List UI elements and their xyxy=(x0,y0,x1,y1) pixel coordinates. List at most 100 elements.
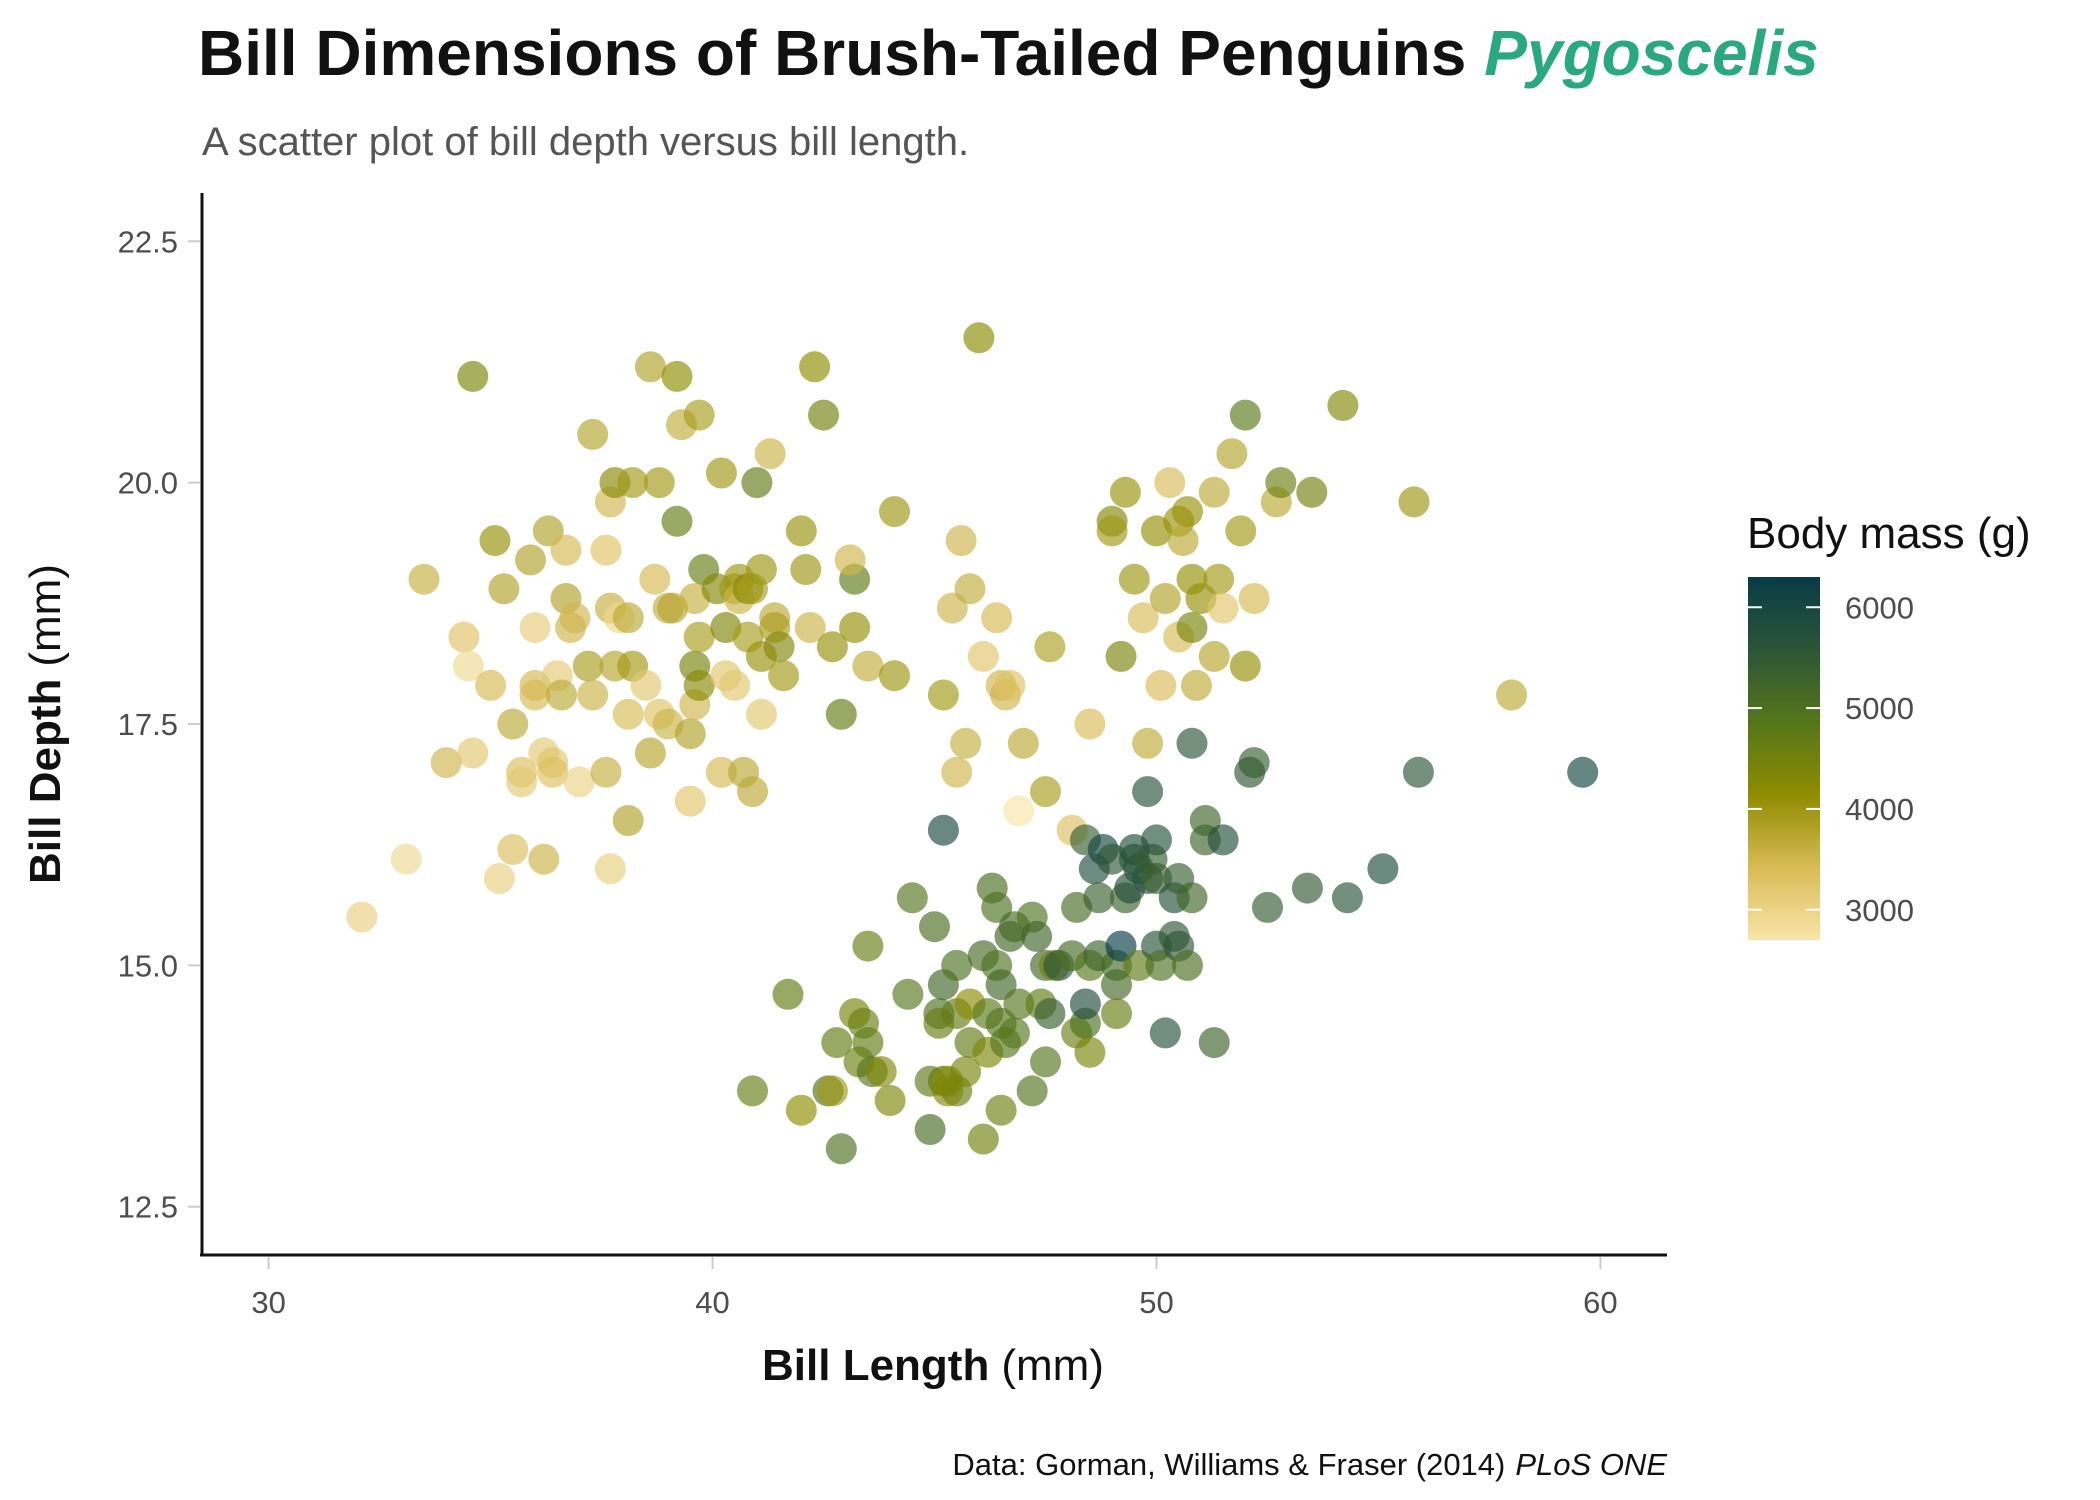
data-point xyxy=(927,814,959,846)
data-point xyxy=(998,1017,1030,1049)
data-point xyxy=(967,640,999,672)
data-point xyxy=(1074,1036,1106,1068)
data-point xyxy=(754,438,786,470)
data-point xyxy=(1109,476,1141,508)
data-point xyxy=(1238,583,1270,614)
data-point xyxy=(1154,467,1186,499)
data-point xyxy=(1229,399,1261,431)
data-point xyxy=(892,978,924,1010)
data-point xyxy=(825,698,857,730)
x-axis-ticks: 30 40 50 60 xyxy=(251,1257,1618,1320)
data-point xyxy=(1149,1017,1181,1049)
data-point xyxy=(661,360,693,392)
data-point xyxy=(488,573,520,605)
data-point xyxy=(967,1123,999,1155)
data-point xyxy=(954,573,986,605)
y-tick-label: 22.5 xyxy=(118,224,178,259)
data-point xyxy=(430,747,462,779)
data-point xyxy=(1167,525,1199,557)
data-point xyxy=(772,978,804,1010)
data-point xyxy=(1074,708,1106,740)
data-point xyxy=(683,399,715,431)
data-point xyxy=(546,679,578,711)
legend: Body mass (g) 3000 4000 5000 6000 xyxy=(1747,509,2031,940)
x-tick-label: 50 xyxy=(1139,1285,1173,1320)
data-point xyxy=(390,843,422,875)
data-point xyxy=(550,534,582,566)
data-point xyxy=(563,766,595,798)
data-point xyxy=(617,467,649,499)
data-point xyxy=(1207,824,1239,856)
data-point xyxy=(1016,1075,1048,1107)
data-point xyxy=(572,650,604,682)
data-point xyxy=(839,612,871,643)
data-point xyxy=(719,669,751,701)
data-point xyxy=(1225,515,1257,547)
data-point xyxy=(879,496,910,528)
data-point xyxy=(1127,602,1159,634)
data-point xyxy=(519,679,551,711)
y-tick-label: 17.5 xyxy=(118,707,178,742)
data-point xyxy=(1003,988,1035,1020)
data-point xyxy=(612,602,644,634)
data-point xyxy=(927,679,959,711)
data-point xyxy=(741,467,773,499)
data-point xyxy=(1496,679,1528,711)
data-point xyxy=(852,930,884,962)
data-point xyxy=(745,698,777,730)
data-point xyxy=(483,863,515,894)
data-point xyxy=(1101,998,1132,1030)
data-point xyxy=(1083,882,1115,914)
data-point xyxy=(1105,640,1137,672)
data-point xyxy=(941,949,973,981)
data-point xyxy=(1145,669,1177,701)
data-point xyxy=(1567,756,1599,788)
data-point xyxy=(1141,824,1172,856)
data-point xyxy=(683,669,715,701)
y-tick-label: 15.0 xyxy=(118,948,178,983)
data-point xyxy=(1149,583,1181,614)
chart-subtitle: A scatter plot of bill depth versus bill… xyxy=(202,120,969,164)
data-point xyxy=(1203,563,1235,595)
data-point xyxy=(497,834,529,865)
data-point xyxy=(661,505,693,537)
data-point xyxy=(834,544,866,576)
data-point xyxy=(497,708,529,740)
data-point xyxy=(874,1085,906,1116)
caption: Data: Gorman, Williams & Fraser (2014) PL… xyxy=(952,1447,1667,1482)
data-point xyxy=(763,631,795,663)
data-point xyxy=(1003,795,1035,827)
data-point xyxy=(816,1075,848,1107)
data-point xyxy=(950,727,982,759)
data-point xyxy=(790,554,822,585)
data-point xyxy=(1096,515,1128,547)
data-point xyxy=(705,756,737,788)
data-point xyxy=(994,669,1026,701)
data-point xyxy=(785,1094,817,1126)
data-point xyxy=(1118,563,1150,595)
data-point xyxy=(1198,640,1230,672)
data-point xyxy=(981,602,1013,634)
data-point xyxy=(941,756,973,788)
data-point xyxy=(1030,776,1061,808)
data-point xyxy=(612,698,644,730)
data-point xyxy=(865,1056,897,1088)
data-point xyxy=(559,602,591,634)
data-point xyxy=(852,1027,884,1059)
legend-tick-label: 4000 xyxy=(1845,792,1914,827)
data-point xyxy=(408,563,440,595)
y-axis-ticks: 12.5 15.0 17.5 20.0 22.5 xyxy=(118,224,200,1225)
data-point xyxy=(808,399,839,431)
data-point xyxy=(914,1114,946,1145)
data-point xyxy=(479,525,511,557)
data-point xyxy=(1172,949,1203,981)
data-point xyxy=(1034,631,1066,663)
data-point xyxy=(590,534,622,566)
legend-tick-label: 5000 xyxy=(1845,691,1914,726)
data-point xyxy=(1180,669,1212,701)
data-point xyxy=(528,843,560,875)
data-point xyxy=(577,679,609,711)
data-point xyxy=(506,766,538,798)
data-point xyxy=(745,554,777,585)
